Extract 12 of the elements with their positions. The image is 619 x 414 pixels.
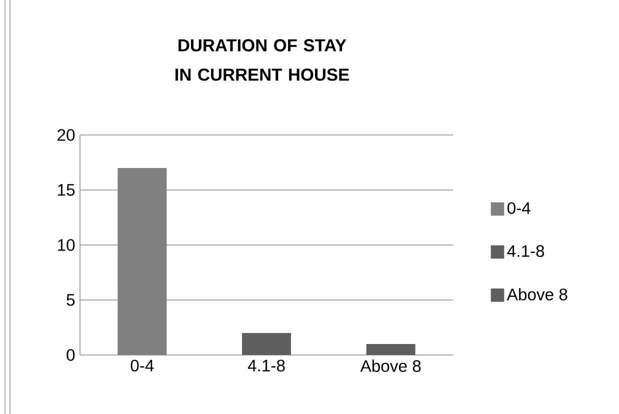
chart-title: DURATION OF STAY IN CURRENT HOUSE [176,39,349,81]
x-tick-label: Above 8 [360,360,421,372]
legend-label: 0-4 [507,202,530,214]
x-tick-label: 0-4 [130,360,154,372]
y-tick-label: 5 [66,294,75,306]
y-tick-label: 10 [58,239,75,251]
x-tick-label: 4.1-8 [248,360,285,372]
legend-label: Above 8 [506,288,568,300]
y-tick-label: 15 [58,184,75,196]
legend-label: 4.1-8 [507,245,544,257]
y-tick-label: 20 [58,129,75,141]
y-tick-label: 0 [66,349,75,361]
